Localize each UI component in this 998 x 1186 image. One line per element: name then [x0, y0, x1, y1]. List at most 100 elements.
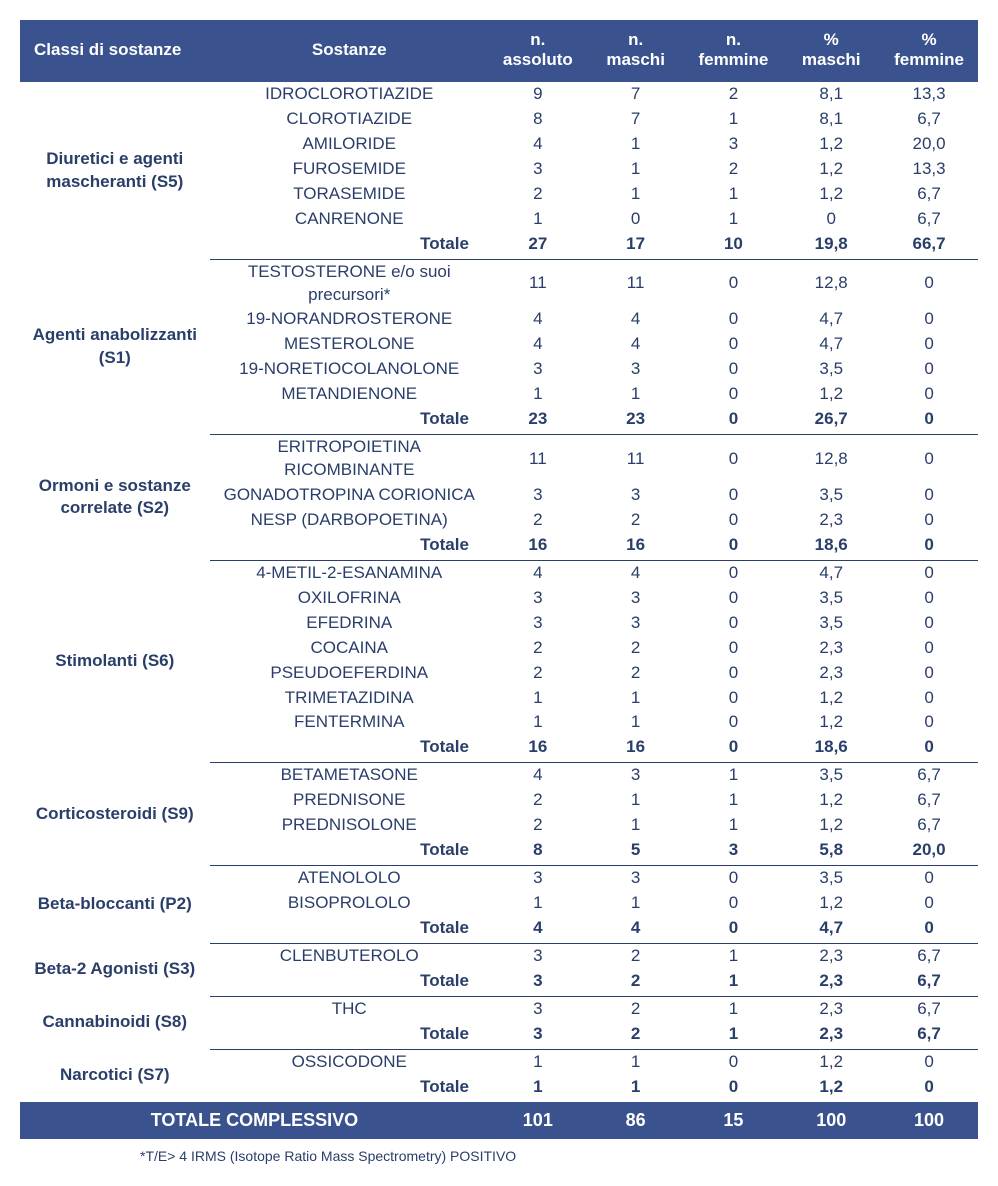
- pct-femmine-cell: 0: [880, 1049, 978, 1074]
- pct-femmine-cell: 0: [880, 435, 978, 483]
- substance-cell: CLOROTIAZIDE: [210, 107, 489, 132]
- substance-cell: 4-METIL-2-ESANAMINA: [210, 560, 489, 585]
- femmine-cell: 0: [685, 357, 783, 382]
- table-row: Corticosteroidi (S9)BETAMETASONE4313,56,…: [20, 763, 978, 788]
- substance-cell: 19-NORETIOCOLANOLONE: [210, 357, 489, 382]
- maschi-cell: 3: [587, 866, 685, 891]
- total-pf-cell: 0: [880, 735, 978, 762]
- maschi-cell: 3: [587, 357, 685, 382]
- total-m-cell: 16: [587, 533, 685, 560]
- maschi-cell: 2: [587, 661, 685, 686]
- total-label-cell: Totale: [210, 232, 489, 259]
- total-pm-cell: 5,8: [782, 838, 880, 865]
- substance-table: Classi di sostanze Sostanze n.assoluto n…: [20, 20, 978, 1139]
- total-pf-cell: 6,7: [880, 969, 978, 996]
- maschi-cell: 1: [587, 157, 685, 182]
- pct-maschi-cell: 4,7: [782, 307, 880, 332]
- maschi-cell: 7: [587, 81, 685, 107]
- femmine-cell: 0: [685, 891, 783, 916]
- abs-cell: 4: [489, 763, 587, 788]
- femmine-cell: 0: [685, 866, 783, 891]
- total-m-cell: 23: [587, 407, 685, 434]
- table-row: Diuretici e agenti mascheranti (S5)IDROC…: [20, 81, 978, 107]
- pct-maschi-cell: 1,2: [782, 157, 880, 182]
- maschi-cell: 1: [587, 891, 685, 916]
- femmine-cell: 2: [685, 157, 783, 182]
- total-abs-cell: 4: [489, 916, 587, 943]
- pct-femmine-cell: 6,7: [880, 943, 978, 968]
- header-n-femmine: n.femmine: [685, 20, 783, 81]
- maschi-cell: 2: [587, 508, 685, 533]
- femmine-cell: 0: [685, 686, 783, 711]
- table-header: Classi di sostanze Sostanze n.assoluto n…: [20, 20, 978, 81]
- category-cell: Stimolanti (S6): [20, 560, 210, 763]
- substance-cell: CLENBUTEROLO: [210, 943, 489, 968]
- total-pf-cell: 6,7: [880, 1022, 978, 1049]
- pct-maschi-cell: 1,2: [782, 382, 880, 407]
- substance-cell: COCAINA: [210, 636, 489, 661]
- total-pm-cell: 18,6: [782, 735, 880, 762]
- table-row: Ormoni e sostanze correlate (S2)ERITROPO…: [20, 435, 978, 483]
- abs-cell: 3: [489, 611, 587, 636]
- pct-maschi-cell: 2,3: [782, 508, 880, 533]
- total-f-cell: 0: [685, 533, 783, 560]
- abs-cell: 3: [489, 157, 587, 182]
- category-cell: Beta-2 Agonisti (S3): [20, 943, 210, 996]
- total-abs-cell: 27: [489, 232, 587, 259]
- header-classi: Classi di sostanze: [20, 20, 210, 81]
- maschi-cell: 1: [587, 382, 685, 407]
- femmine-cell: 1: [685, 996, 783, 1021]
- substance-cell: PSEUDOEFERDINA: [210, 661, 489, 686]
- pct-femmine-cell: 0: [880, 586, 978, 611]
- pct-femmine-cell: 0: [880, 560, 978, 585]
- substance-cell: ERITROPOIETINA RICOMBINANTE: [210, 435, 489, 483]
- total-pf-cell: 66,7: [880, 232, 978, 259]
- maschi-cell: 4: [587, 560, 685, 585]
- pct-femmine-cell: 0: [880, 686, 978, 711]
- total-m-cell: 16: [587, 735, 685, 762]
- abs-cell: 2: [489, 182, 587, 207]
- total-pm-cell: 26,7: [782, 407, 880, 434]
- femmine-cell: 0: [685, 560, 783, 585]
- total-abs-cell: 3: [489, 969, 587, 996]
- abs-cell: 3: [489, 357, 587, 382]
- total-pm-cell: 1,2: [782, 1075, 880, 1102]
- femmine-cell: 0: [685, 586, 783, 611]
- grand-total-m: 86: [587, 1102, 685, 1139]
- pct-maschi-cell: 0: [782, 207, 880, 232]
- maschi-cell: 3: [587, 763, 685, 788]
- grand-total-pf: 100: [880, 1102, 978, 1139]
- femmine-cell: 0: [685, 307, 783, 332]
- total-m-cell: 2: [587, 1022, 685, 1049]
- abs-cell: 3: [489, 586, 587, 611]
- pct-femmine-cell: 0: [880, 891, 978, 916]
- total-label-cell: Totale: [210, 407, 489, 434]
- pct-femmine-cell: 13,3: [880, 157, 978, 182]
- femmine-cell: 0: [685, 710, 783, 735]
- total-pf-cell: 0: [880, 533, 978, 560]
- header-pct-maschi: %maschi: [782, 20, 880, 81]
- table-footer: TOTALE COMPLESSIVO 101 86 15 100 100: [20, 1102, 978, 1139]
- total-label-cell: Totale: [210, 1022, 489, 1049]
- total-pf-cell: 0: [880, 407, 978, 434]
- total-label-cell: Totale: [210, 916, 489, 943]
- pct-maschi-cell: 1,2: [782, 788, 880, 813]
- pct-femmine-cell: 0: [880, 307, 978, 332]
- maschi-cell: 7: [587, 107, 685, 132]
- total-m-cell: 2: [587, 969, 685, 996]
- maschi-cell: 1: [587, 1049, 685, 1074]
- total-f-cell: 1: [685, 1022, 783, 1049]
- femmine-cell: 1: [685, 763, 783, 788]
- abs-cell: 11: [489, 259, 587, 307]
- pct-femmine-cell: 6,7: [880, 996, 978, 1021]
- abs-cell: 1: [489, 891, 587, 916]
- header-pct-femmine: %femmine: [880, 20, 978, 81]
- table-row: Agenti anabolizzanti (S1)TESTOSTERONE e/…: [20, 259, 978, 307]
- pct-femmine-cell: 0: [880, 611, 978, 636]
- pct-maschi-cell: 1,2: [782, 1049, 880, 1074]
- total-pf-cell: 20,0: [880, 838, 978, 865]
- pct-maschi-cell: 4,7: [782, 560, 880, 585]
- header-n-assoluto: n.assoluto: [489, 20, 587, 81]
- pct-maschi-cell: 1,2: [782, 132, 880, 157]
- maschi-cell: 3: [587, 611, 685, 636]
